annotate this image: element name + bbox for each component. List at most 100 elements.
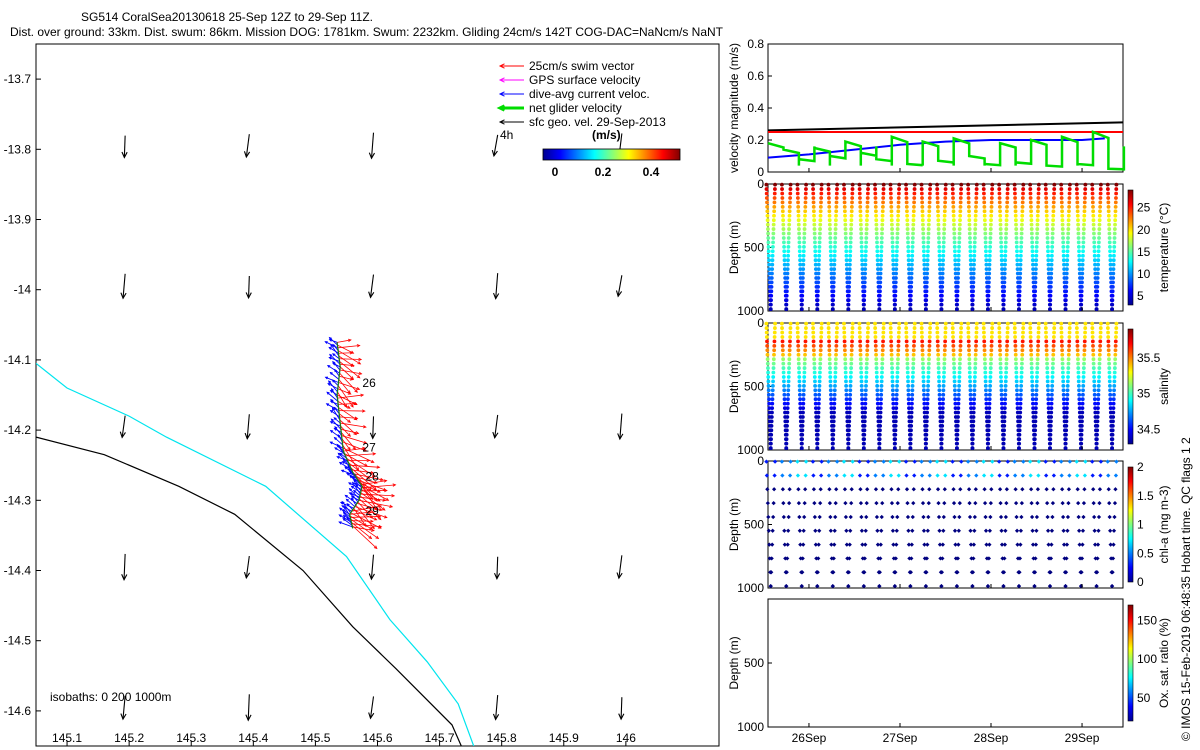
profile-point [1029, 501, 1034, 506]
profile-point [766, 392, 771, 397]
profile-point [866, 459, 871, 464]
profile-point [1049, 280, 1053, 285]
profile-point [850, 187, 855, 191]
profile-point [983, 222, 987, 227]
track-line [336, 342, 363, 529]
profile-point [888, 191, 893, 196]
profile-point [1005, 459, 1010, 464]
profile-point [782, 406, 787, 410]
profile-point [982, 213, 987, 218]
profile-point [973, 375, 977, 379]
profile-point [1076, 222, 1080, 227]
profile-point [1108, 262, 1113, 267]
profile-point [1091, 487, 1096, 492]
profile-point [1014, 528, 1020, 533]
profile-point [988, 240, 993, 245]
profile-point [859, 366, 863, 370]
profile-point [765, 339, 769, 344]
dac-vectors [324, 336, 363, 528]
profile-point [922, 267, 927, 271]
profile-point [861, 307, 866, 311]
profile-point [786, 370, 791, 375]
profile-point [1081, 379, 1086, 384]
profile-point [1004, 375, 1008, 379]
profile-point [1097, 375, 1101, 379]
swim-vector [337, 391, 348, 409]
profile-point [1081, 240, 1086, 245]
y-axis-label: Depth (m) [727, 221, 741, 274]
profile-point [1095, 432, 1099, 437]
profile-point [905, 501, 910, 506]
profile-point [1048, 432, 1053, 437]
profile-point [768, 446, 773, 450]
profile-point [1067, 200, 1072, 205]
profile-point [1017, 289, 1022, 294]
profile-point [1093, 406, 1098, 410]
profile-point [848, 392, 853, 397]
profile-point [1046, 253, 1051, 258]
profile-point [939, 302, 944, 307]
profile-point [827, 348, 832, 353]
profile-point [803, 487, 808, 492]
profile-point [829, 253, 833, 258]
profile-point [859, 514, 864, 520]
profile-point [797, 231, 802, 236]
profile-point [860, 267, 865, 271]
profile-point [1021, 459, 1026, 464]
profile-point [895, 231, 900, 236]
profile-point [953, 392, 957, 397]
oxygen-panel-box [767, 598, 1124, 728]
profile-point [989, 335, 994, 339]
profile-point [804, 326, 808, 330]
profile-point [911, 487, 916, 492]
profile-point [879, 240, 884, 245]
profile-point [796, 209, 801, 214]
profile-point [955, 298, 960, 303]
profile-point [1004, 236, 1008, 240]
profile-point [787, 361, 792, 366]
profile-point [966, 335, 971, 339]
profile-point [818, 209, 823, 214]
profile-point [1019, 375, 1024, 379]
profile-point [896, 330, 901, 335]
profile-point [927, 218, 931, 223]
profile-point [1114, 187, 1119, 191]
profile-point [969, 406, 973, 410]
profile-point [780, 348, 785, 353]
profile-point [1106, 196, 1111, 200]
profile-point [1114, 326, 1119, 330]
profile-point [1045, 231, 1050, 236]
profile-point [921, 370, 926, 375]
profile-point [971, 432, 975, 437]
profile-point [812, 366, 817, 370]
profile-point [1098, 196, 1103, 200]
profile-point [982, 487, 987, 492]
profile-point [890, 370, 895, 375]
profile-point [1060, 231, 1065, 236]
profile-point [1064, 271, 1069, 276]
profile-point [787, 227, 791, 231]
profile-point [896, 209, 901, 214]
day-label: 26 [362, 376, 376, 390]
profile-point [1029, 227, 1034, 231]
profile-point [803, 196, 808, 200]
swim-vector [338, 413, 351, 423]
velocity-series-dac [767, 137, 1105, 159]
profile-point [1082, 218, 1087, 223]
profile-point [958, 339, 963, 344]
profile-point [1052, 459, 1057, 464]
profile-point [803, 200, 808, 205]
profile-point [1032, 446, 1037, 450]
profile-point [1096, 240, 1101, 245]
swim-vector [360, 493, 396, 498]
profile-point [1047, 583, 1053, 589]
profile-point [788, 335, 793, 339]
profile-point [859, 383, 864, 388]
profile-point [1110, 293, 1115, 298]
profile-point [921, 375, 926, 379]
profile-point [1005, 343, 1009, 348]
profile-point [811, 182, 815, 187]
profile-point [940, 267, 945, 271]
profile-point [895, 370, 900, 375]
profile-point [925, 528, 930, 533]
